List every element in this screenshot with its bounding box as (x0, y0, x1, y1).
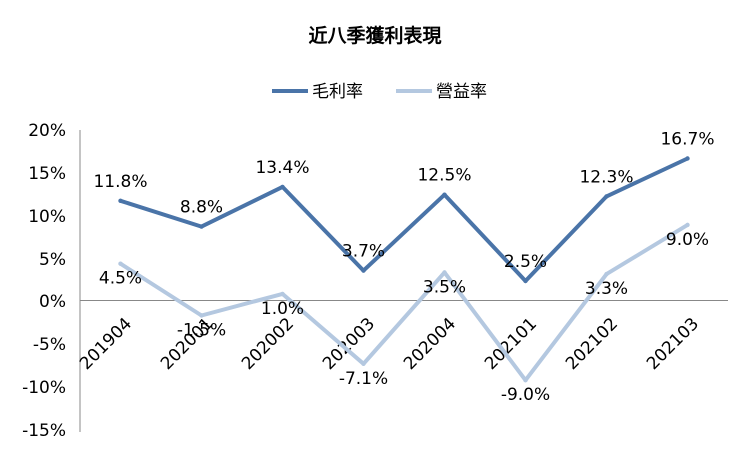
data-labels: 11.8% 8.8% 13.4% 3.7% 12.5% 2.5% 12.3% 16.7% 4.5… (93, 129, 714, 405)
data-point (604, 194, 609, 199)
data-point (442, 270, 447, 275)
data-label: -1.5% (177, 321, 226, 341)
legend: 毛利率 營益率 (272, 82, 487, 102)
y-tick-label: -10% (22, 378, 66, 398)
data-label: 9.0% (666, 230, 709, 250)
legend-label-gross-margin: 毛利率 (312, 82, 363, 102)
data-label: 3.7% (342, 242, 385, 262)
y-tick-label: 20% (28, 121, 66, 141)
data-point (361, 268, 366, 273)
data-label: 1.0% (261, 299, 304, 319)
data-label: 3.5% (423, 277, 466, 297)
data-point (118, 198, 123, 203)
x-tick-label: 202101 (481, 314, 541, 374)
series-line-gross-margin (118, 156, 690, 283)
y-tick-label: 0% (39, 292, 66, 312)
data-label: 13.4% (255, 158, 309, 178)
data-point (280, 291, 285, 297)
data-point (604, 271, 609, 277)
legend-label-operating-margin: 營益率 (436, 82, 487, 102)
data-label: 3.3% (585, 279, 628, 299)
x-tick-label: 202004 (400, 314, 460, 374)
series-line-operating-margin (118, 222, 690, 383)
data-label: 12.5% (417, 166, 471, 186)
data-point (199, 224, 204, 229)
y-ticks: 20% 15% 10% 5% 0% -5% -10% -15% (22, 121, 66, 441)
y-tick-label: -5% (33, 335, 66, 355)
data-label: -9.0% (501, 385, 550, 405)
data-label: 2.5% (504, 252, 547, 272)
x-tick-label: 201904 (76, 314, 136, 374)
data-point (118, 261, 123, 266)
series-lines (118, 156, 690, 383)
axes (79, 130, 728, 432)
data-label: 11.8% (93, 172, 147, 192)
data-point (685, 156, 690, 161)
x-ticks: 201904 202001 202002 202003 202004 202101 2021… (76, 314, 703, 374)
data-point (199, 313, 204, 318)
chart-title: 近八季獲利表現 (308, 24, 441, 47)
x-tick-label: 202103 (643, 314, 703, 374)
data-point (685, 222, 690, 228)
data-label: 12.3% (579, 167, 633, 187)
data-label: 4.5% (99, 269, 142, 289)
data-point (523, 378, 528, 383)
data-point (361, 361, 366, 366)
data-point (523, 278, 528, 284)
data-point (280, 184, 285, 190)
y-tick-label: 5% (39, 250, 66, 270)
x-tick-label: 202003 (319, 314, 379, 374)
y-tick-label: -15% (22, 421, 66, 441)
data-label: 8.8% (180, 198, 223, 218)
x-tick-label: 202002 (238, 314, 298, 374)
data-label: -7.1% (339, 369, 388, 389)
data-label: 16.7% (660, 129, 714, 149)
y-tick-label: 10% (28, 207, 66, 227)
y-tick-label: 15% (28, 164, 66, 184)
data-point (442, 192, 447, 197)
data-points (118, 156, 690, 383)
